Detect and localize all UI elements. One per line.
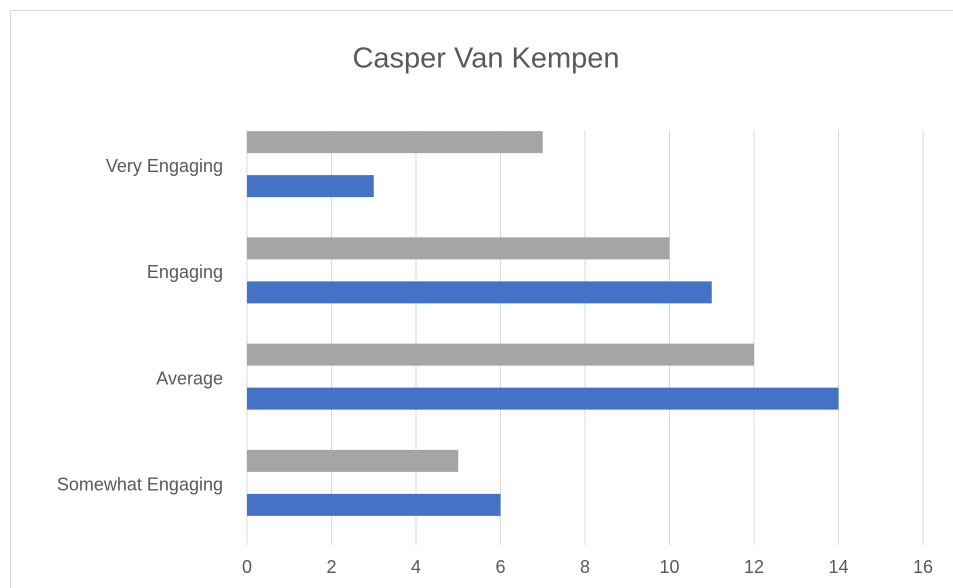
y-tick-label: Very Engaging — [106, 156, 223, 176]
y-tick-label: Engaging — [147, 262, 223, 282]
x-tick-label: 2 — [326, 557, 336, 577]
bar — [247, 493, 501, 516]
x-tick-label: 14 — [828, 557, 848, 577]
y-tick-label: Somewhat Engaging — [57, 475, 223, 495]
bar — [247, 387, 839, 410]
y-tick-label: Average — [156, 368, 223, 388]
bar — [247, 343, 754, 366]
x-tick-label: 12 — [744, 557, 764, 577]
x-tick-label: 4 — [411, 557, 421, 577]
bar — [247, 237, 670, 260]
x-tick-label: 6 — [495, 557, 505, 577]
bar — [247, 175, 374, 198]
bar — [247, 449, 459, 472]
bar — [247, 131, 543, 154]
bar — [247, 281, 712, 304]
x-tick-label: 10 — [659, 557, 679, 577]
chart-title: Casper Van Kempen — [352, 43, 619, 75]
x-tick-label: 0 — [242, 557, 252, 577]
x-tick-label: 8 — [580, 557, 590, 577]
x-tick-label: 16 — [913, 557, 933, 577]
